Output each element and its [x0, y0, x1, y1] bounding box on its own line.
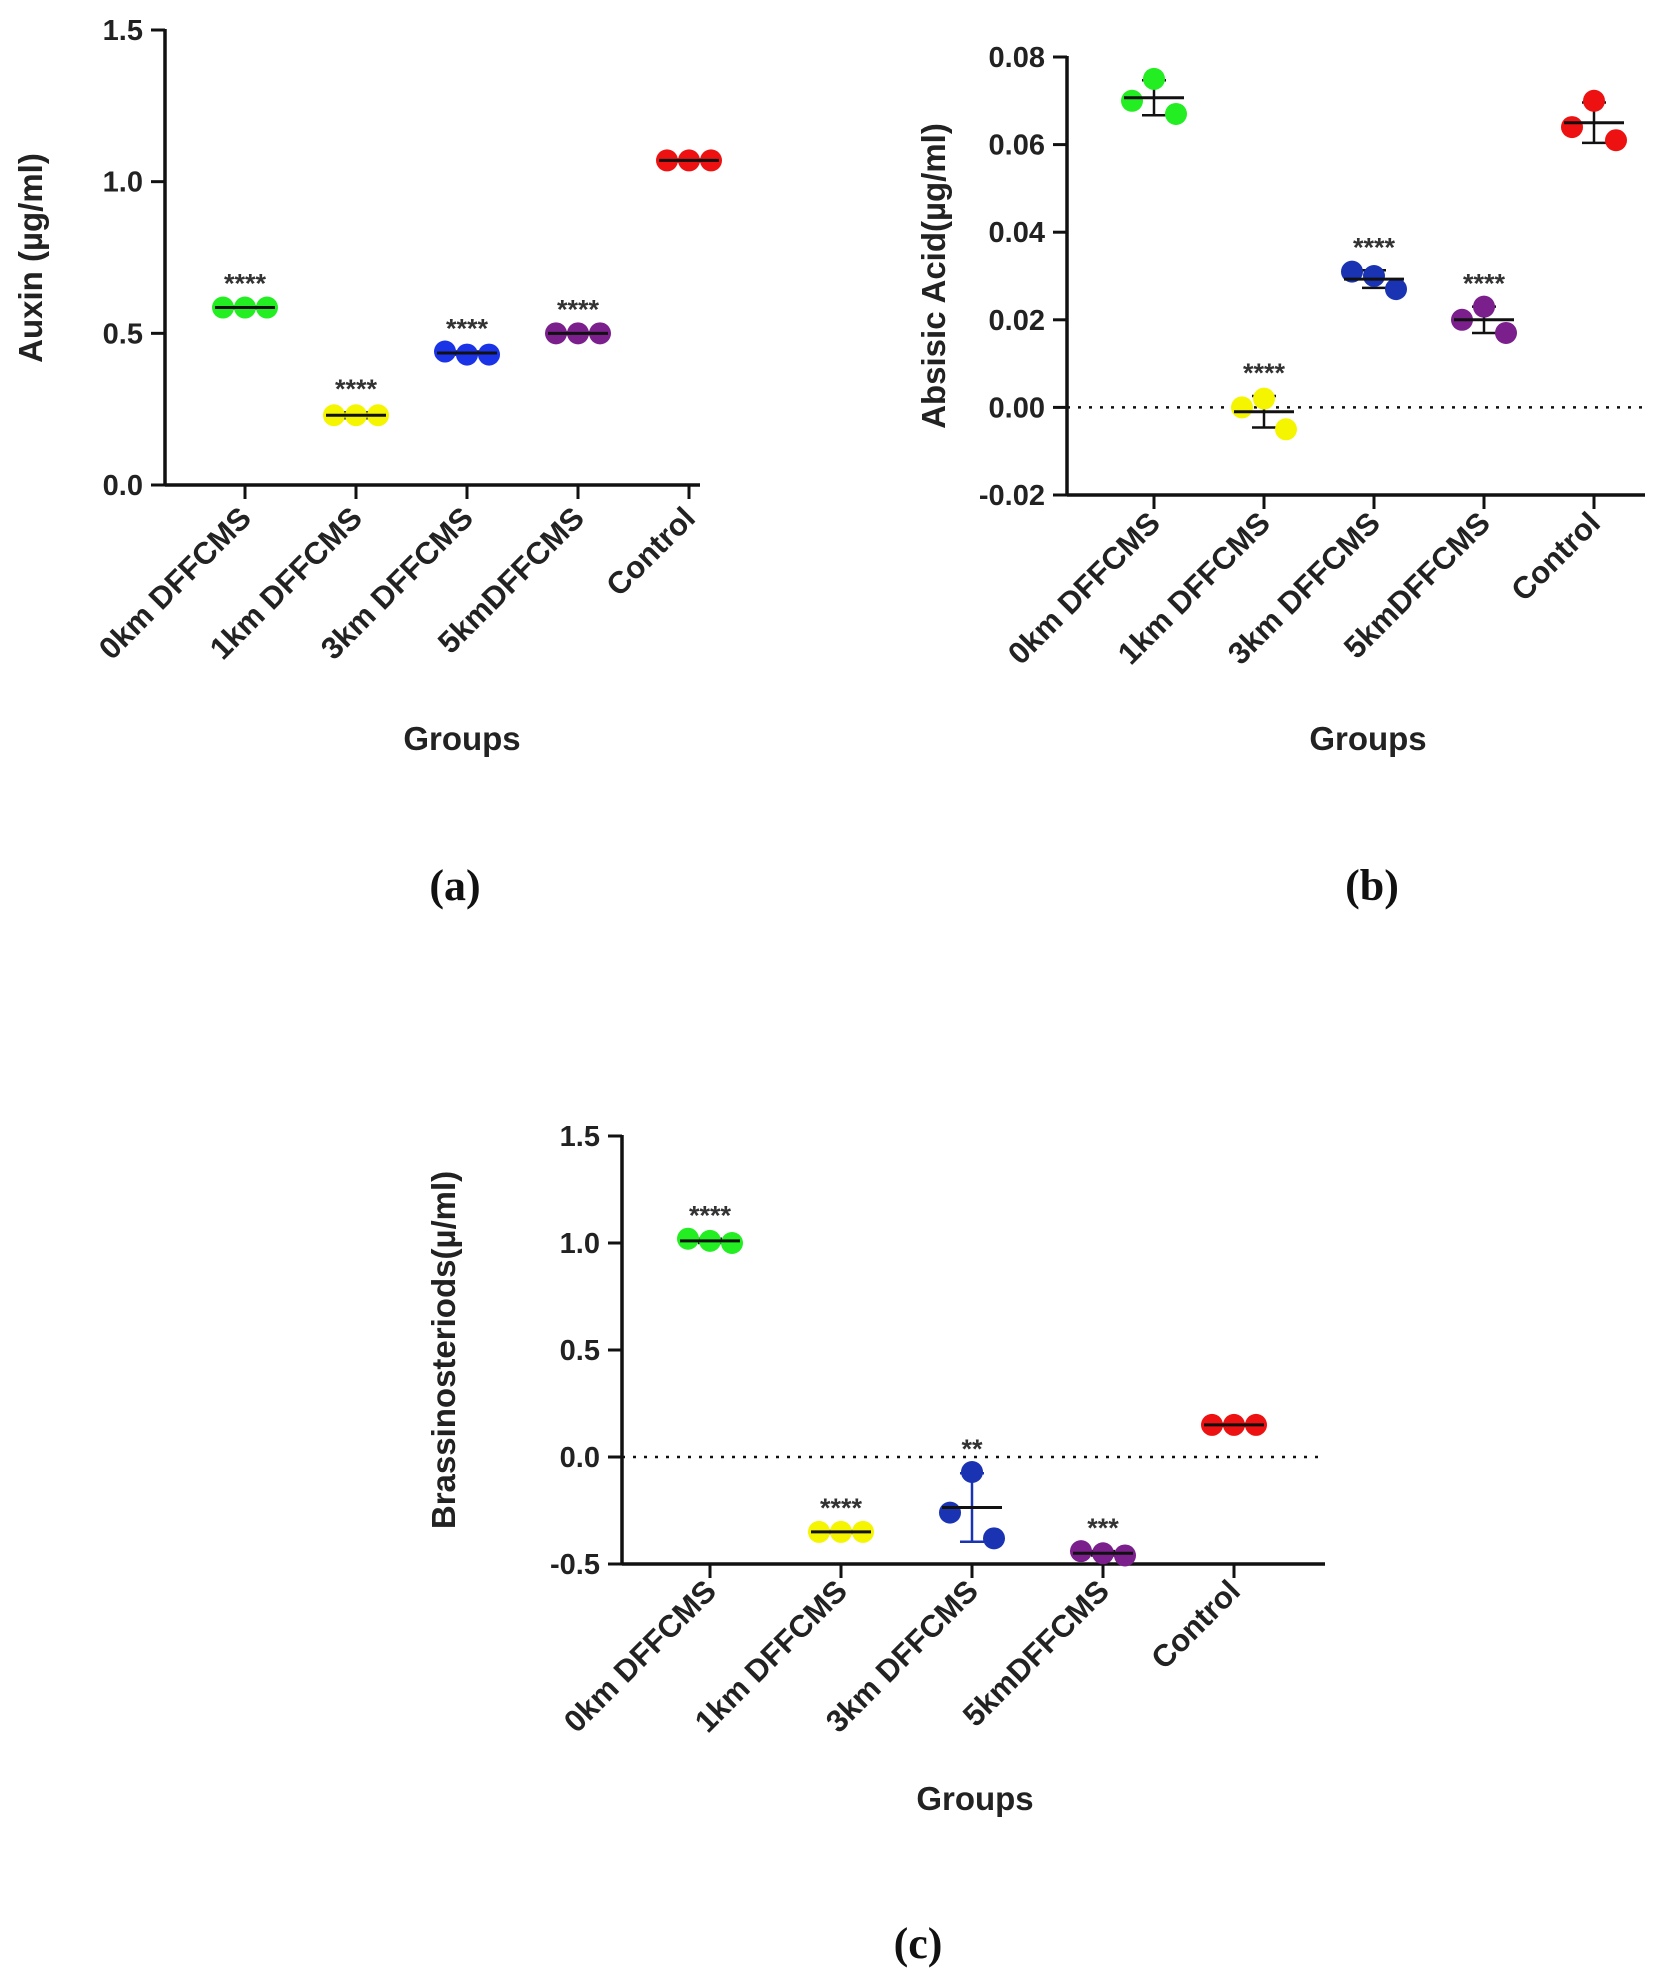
- x-category-label: Control: [599, 500, 702, 603]
- y-tick-label: 1.0: [103, 167, 143, 199]
- x-category-label: Control: [1504, 505, 1607, 608]
- y-axis-title: Brassinosteriods(µ/ml): [425, 1171, 462, 1529]
- data-point: [1605, 129, 1627, 152]
- x-axis-title: Groups: [403, 720, 520, 757]
- data-group-1: ****: [212, 269, 278, 319]
- significance-label: ****: [1463, 269, 1506, 299]
- y-tick-label: 0.04: [989, 217, 1045, 249]
- x-axis-title: Groups: [916, 1780, 1033, 1817]
- significance-label: ****: [224, 269, 267, 299]
- data-group-4: ****: [545, 294, 611, 345]
- data-group-2: ****: [1231, 358, 1297, 441]
- significance-label: ****: [1243, 358, 1286, 388]
- data-point: [1341, 260, 1363, 283]
- panel-label: (a): [429, 861, 480, 910]
- y-tick-label: 1.5: [103, 15, 143, 47]
- data-point: [1363, 265, 1385, 287]
- data-point: [1583, 89, 1605, 112]
- x-category-label: Control: [1144, 1573, 1247, 1676]
- data-point: [961, 1460, 983, 1483]
- data-point: [1561, 116, 1583, 139]
- panel-label: (b): [1345, 861, 1399, 910]
- y-tick-label: 0.02: [989, 305, 1045, 337]
- data-point: [434, 340, 456, 363]
- data-point: [1253, 387, 1275, 410]
- data-group-3: **: [939, 1434, 1005, 1550]
- data-point: [721, 1232, 743, 1254]
- significance-label: ****: [689, 1201, 732, 1231]
- data-group-1: ****: [677, 1201, 743, 1254]
- data-point: [1165, 102, 1187, 125]
- y-tick-label: 0.5: [103, 318, 143, 350]
- y-axis-title: Auxin (µg/ml): [12, 153, 49, 363]
- data-point: [1275, 418, 1297, 441]
- y-tick-label: 1.5: [560, 1121, 600, 1153]
- data-point: [1495, 321, 1517, 344]
- y-tick-label: 0.5: [560, 1335, 600, 1367]
- data-group-3: ****: [1341, 232, 1407, 301]
- data-group-5: [1561, 89, 1627, 152]
- data-point: [1114, 1544, 1136, 1567]
- data-point: [939, 1501, 961, 1524]
- significance-label: ****: [335, 374, 378, 404]
- y-tick-label: -0.02: [979, 480, 1045, 512]
- significance-label: ****: [820, 1493, 863, 1523]
- data-group-5: [656, 149, 722, 172]
- data-group-4: ****: [1451, 269, 1517, 344]
- y-tick-label: 0.0: [103, 470, 143, 502]
- significance-label: ****: [557, 294, 600, 324]
- data-group-5: [1201, 1413, 1267, 1436]
- significance-label: ****: [1353, 232, 1396, 262]
- data-point: [478, 343, 500, 366]
- data-point: [1121, 89, 1143, 112]
- y-tick-label: 1.0: [560, 1228, 600, 1260]
- data-group-4: ***: [1070, 1513, 1136, 1567]
- data-point: [1385, 278, 1407, 301]
- data-point: [1231, 396, 1253, 419]
- y-tick-label: -0.5: [550, 1549, 600, 1581]
- data-group-2: ****: [323, 374, 389, 427]
- x-axis-title: Groups: [1309, 720, 1426, 757]
- data-group-1: [1121, 67, 1187, 125]
- data-point: [1070, 1540, 1092, 1563]
- significance-label: ****: [446, 314, 489, 344]
- data-point: [1143, 67, 1165, 90]
- data-point: [1473, 295, 1495, 318]
- y-axis-title: Absisic Acid(µg/ml): [915, 123, 952, 429]
- y-tick-label: 0.06: [989, 130, 1045, 162]
- significance-label: **: [961, 1434, 983, 1464]
- y-tick-label: 0.00: [989, 392, 1045, 424]
- data-group-2: ****: [808, 1493, 874, 1543]
- panel-label: (c): [894, 1919, 943, 1968]
- data-point: [983, 1527, 1005, 1550]
- data-point: [677, 1227, 699, 1250]
- y-tick-label: 0.08: [989, 42, 1045, 74]
- y-tick-label: 0.0: [560, 1442, 600, 1474]
- significance-label: ***: [1087, 1513, 1119, 1543]
- data-point: [456, 343, 478, 366]
- data-group-3: ****: [434, 314, 500, 366]
